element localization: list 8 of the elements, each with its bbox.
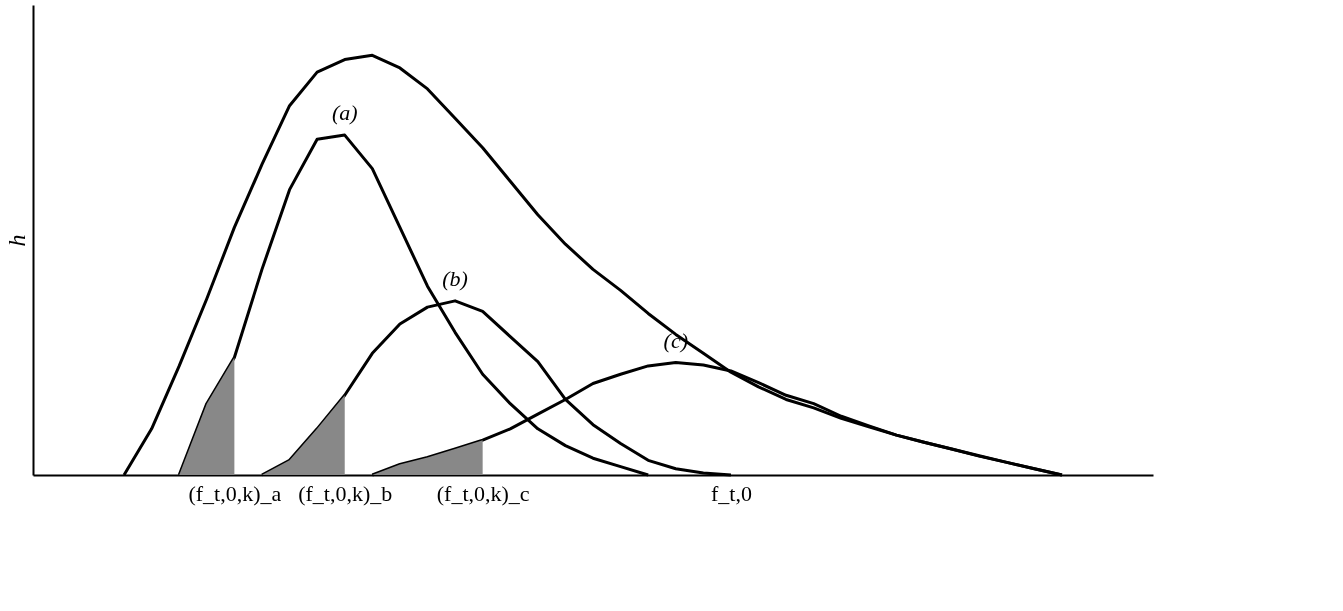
x-tick-label: (f_t,0,k)_c bbox=[436, 480, 530, 506]
y-axis-title: h bbox=[3, 234, 30, 247]
x-tick-label: (f_t,0,k)_a bbox=[188, 480, 282, 506]
x-tick-label: f_t,0 bbox=[710, 480, 752, 506]
series-label: (b) bbox=[442, 265, 468, 291]
series-label: (c) bbox=[663, 327, 688, 353]
x-tick-label: (f_t,0,k)_b bbox=[298, 480, 393, 506]
series-label: (a) bbox=[331, 100, 358, 126]
